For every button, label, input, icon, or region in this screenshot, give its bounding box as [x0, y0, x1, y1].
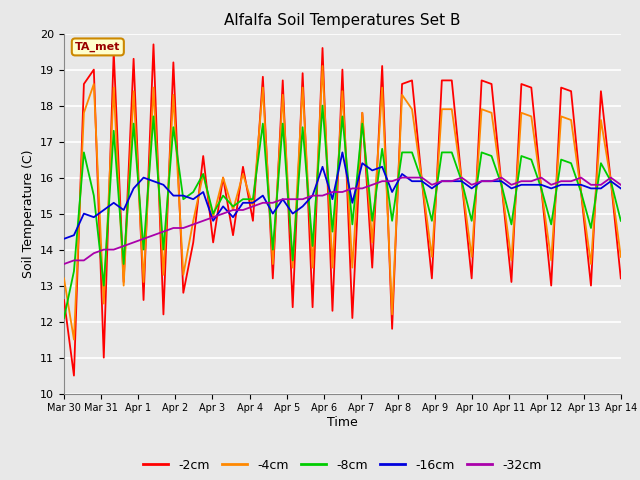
Y-axis label: Soil Temperature (C): Soil Temperature (C)	[22, 149, 35, 278]
Text: TA_met: TA_met	[75, 42, 120, 52]
Title: Alfalfa Soil Temperatures Set B: Alfalfa Soil Temperatures Set B	[224, 13, 461, 28]
X-axis label: Time: Time	[327, 416, 358, 429]
Legend: -2cm, -4cm, -8cm, -16cm, -32cm: -2cm, -4cm, -8cm, -16cm, -32cm	[138, 454, 547, 477]
